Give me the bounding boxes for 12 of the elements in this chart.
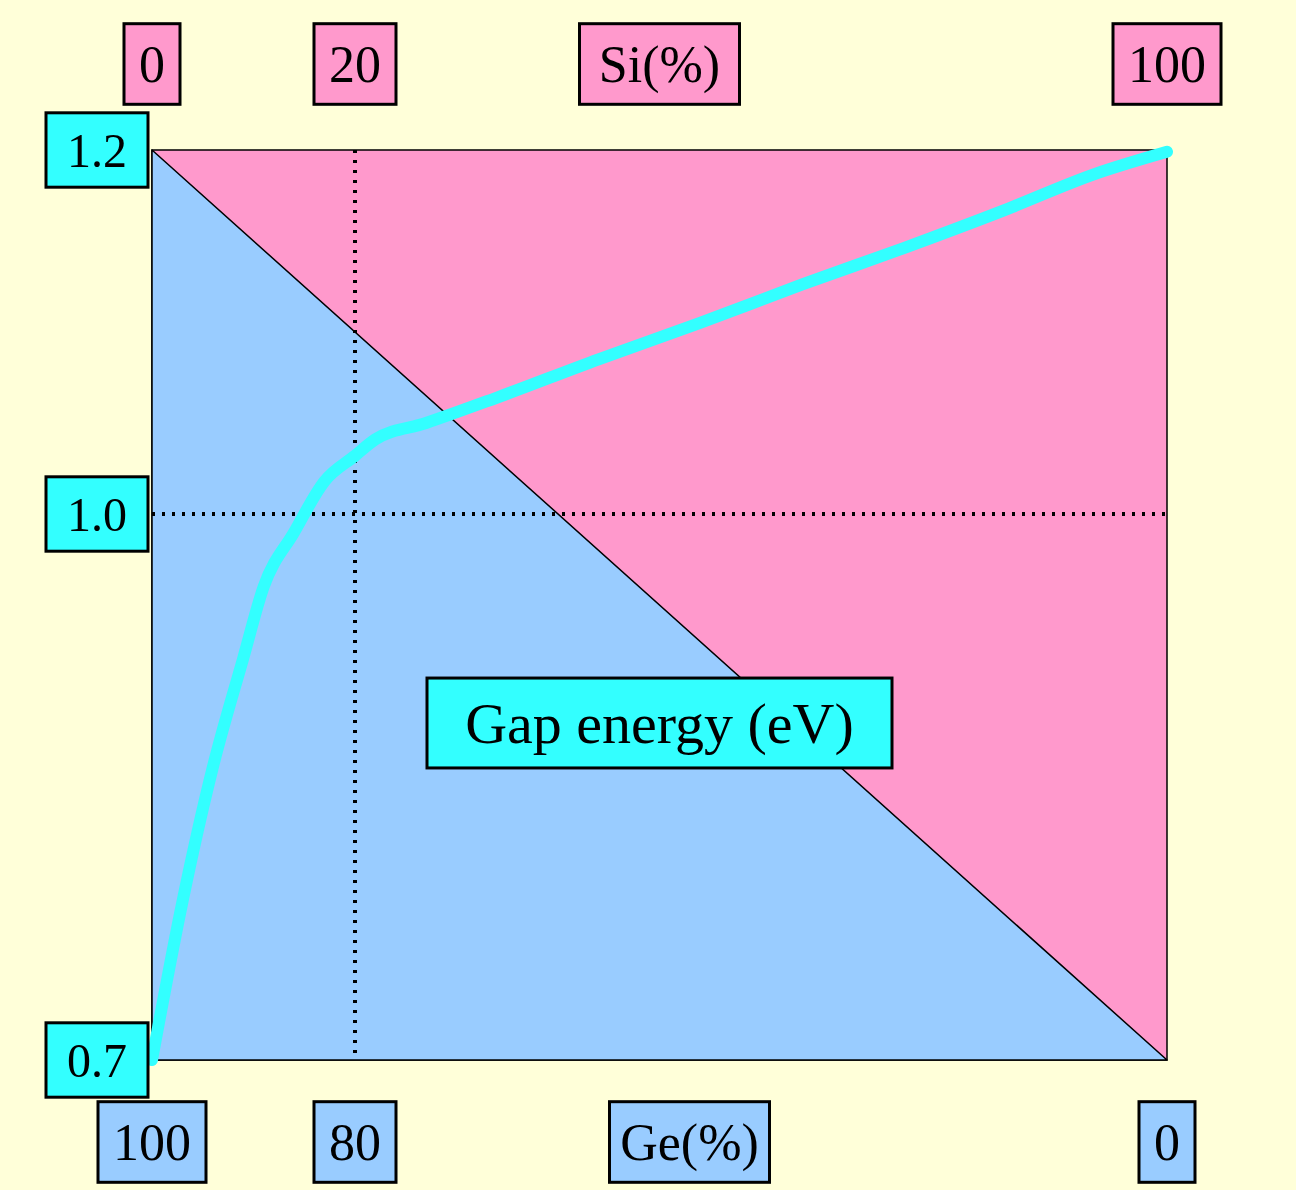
x2-tick-label: 100: [1128, 36, 1206, 94]
y-tick-label: 0.7: [67, 1033, 127, 1087]
y-axis-title: Gap energy (eV): [465, 691, 854, 757]
x2-tick-label: 20: [329, 36, 381, 94]
x2-tick-label: 0: [139, 36, 165, 94]
x-axis-title: Ge(%): [620, 1114, 759, 1173]
y-tick-label: 1.2: [67, 123, 127, 177]
x2-axis-title: Si(%): [598, 36, 721, 95]
y-tick-label: 1.0: [67, 487, 127, 541]
x-tick-label: 100: [113, 1114, 191, 1172]
x-tick-label: 0: [1154, 1114, 1180, 1172]
x-tick-label: 80: [329, 1114, 381, 1172]
